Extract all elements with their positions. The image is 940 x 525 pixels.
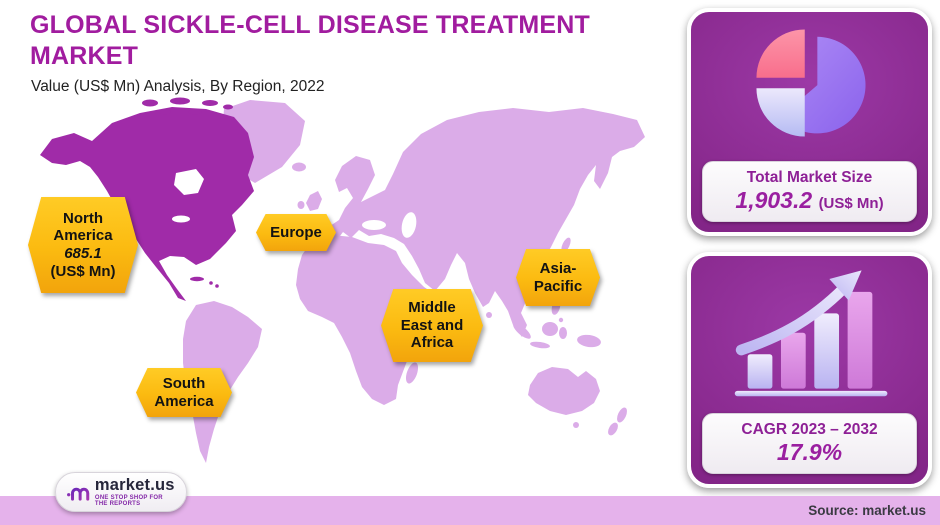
map-black-sea [362,220,386,230]
map-caspian-sea [401,212,417,238]
map-region-ireland [297,201,305,209]
region-label-south-america: South America [136,368,232,417]
cagr-label: CAGR 2023 – 2032 [741,420,878,438]
total-market-size-value: 1,903.2 (US$ Mn) [735,186,884,213]
map-region-madagascar [405,362,419,384]
cagr-value: 17.9% [776,438,843,465]
logo-tagline: ONE STOP SHOP FOR THE REPORTS [94,494,163,507]
region-name: South America [154,374,214,410]
region-name: Europe [270,223,322,241]
map-region-iceland [292,162,306,172]
map-region-new-zealand [608,407,627,436]
marketus-logo-icon [67,487,90,501]
region-name: Asia-Pacific [533,259,583,295]
region-label-asia-pacific: Asia-Pacific [516,249,600,306]
map-caribbean-islands [190,276,219,288]
map-region-africa [296,235,436,405]
region-value: 685.1 [64,245,102,262]
map-arctic-islands [142,97,233,115]
cagr-box: CAGR 2023 – 2032 17.9% [702,412,917,474]
total-market-size-card: Total Market Size 1,903.2 (US$ Mn) [687,8,932,236]
map-region-uk [306,191,322,211]
region-unit: (US$ Mn) [50,262,116,280]
growth-bar-chart-icon [734,270,887,397]
map-region-australia [528,367,600,415]
marketus-logo: market.us ONE STOP SHOP FOR THE REPORTS [55,472,187,512]
logo-text: market.us [94,476,175,495]
cagr-card: CAGR 2023 – 2032 17.9% [687,252,932,488]
map-great-lakes [172,215,190,223]
total-market-size-box: Total Market Size 1,903.2 (US$ Mn) [702,160,917,222]
region-name: Middle East and Africa [400,298,464,352]
region-label-middle-east-africa: Middle East and Africa [381,289,483,362]
source-text: Source: market.us [808,503,926,518]
map-hudson-bay [174,169,204,195]
page-title: GLOBAL SICKLE-CELL DISEASE TREATMENT MAR… [30,11,590,70]
map-region-north-america [40,107,254,301]
total-market-size-unit: (US$ Mn) [818,194,884,212]
pie-chart-icon [755,29,866,137]
region-label-europe: Europe [256,214,336,251]
map-region-tasmania [573,422,579,428]
region-name: North America [53,209,113,245]
total-market-size-label: Total Market Size [746,168,873,186]
page-subtitle: Value (US$ Mn) Analysis, By Region, 2022 [31,78,325,95]
region-label-north-america: North America 685.1 (US$ Mn) [28,197,138,293]
map-region-eurasia [320,108,645,337]
